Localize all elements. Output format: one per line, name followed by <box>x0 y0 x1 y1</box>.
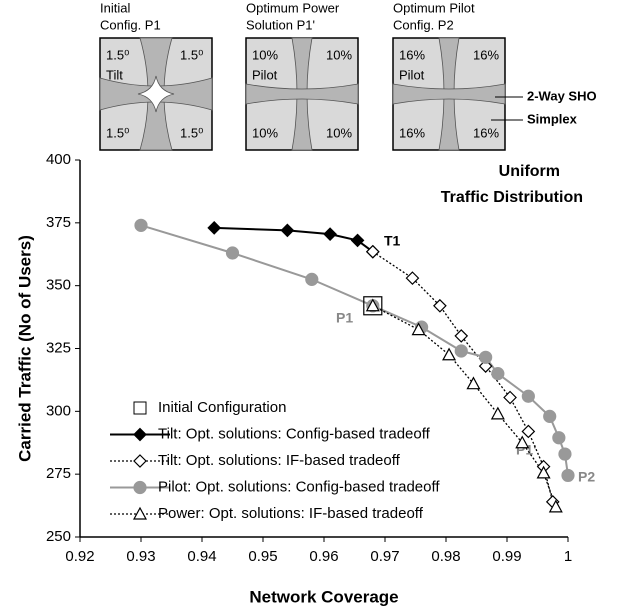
y-tick-label: 275 <box>46 465 71 482</box>
point <box>365 298 380 312</box>
x-tick-label: 0.97 <box>370 548 399 565</box>
inset-region <box>245 83 359 105</box>
x-tick-label: 0.92 <box>65 548 94 565</box>
x-axis-label: Network Coverage <box>249 587 398 606</box>
inset-label: 1.5⁰ <box>106 47 129 62</box>
inset-label: 10% <box>326 47 352 62</box>
point <box>365 244 380 259</box>
point <box>515 435 530 449</box>
inset-legend-label: Simplex <box>527 111 578 126</box>
inset-label: 16% <box>399 125 425 140</box>
annotation: T1 <box>384 233 401 249</box>
inset-title: Config. P2 <box>393 17 454 32</box>
x-tick-label: 0.99 <box>492 548 521 565</box>
point <box>405 271 420 285</box>
point <box>478 359 493 373</box>
point <box>411 322 426 336</box>
x-tick-label: 1 <box>564 548 572 565</box>
annotation: P2 <box>578 469 595 485</box>
point <box>479 350 493 364</box>
point <box>305 272 319 286</box>
point <box>521 389 535 403</box>
legend-marker <box>133 427 147 442</box>
inset-title: Solution P1' <box>246 17 315 32</box>
x-tick-label: 0.96 <box>309 548 338 565</box>
inset-label: 1.5⁰ <box>180 47 203 62</box>
inset-label: 1.5⁰ <box>106 125 129 140</box>
y-tick-label: 325 <box>46 339 71 356</box>
point <box>491 367 505 381</box>
y-tick-label: 375 <box>46 214 71 231</box>
series-line <box>214 226 374 253</box>
inset-label: 1.5⁰ <box>180 125 203 140</box>
initial-point <box>363 296 383 316</box>
legend-marker <box>132 506 148 520</box>
point <box>548 499 563 513</box>
y-tick-label: 300 <box>46 402 71 419</box>
inset-label: 10% <box>252 125 278 140</box>
point <box>543 409 557 423</box>
point <box>503 390 517 405</box>
point <box>521 424 536 439</box>
point <box>225 246 240 260</box>
point <box>280 223 295 238</box>
y-tick-label: 350 <box>46 277 71 294</box>
y-tick-label: 400 <box>46 151 71 168</box>
point <box>552 431 566 445</box>
legend-symbol <box>133 401 147 415</box>
inset-label: Tilt <box>106 67 123 82</box>
annotation: Uniform <box>499 163 560 180</box>
annotation: P1 <box>336 310 353 326</box>
point <box>454 329 469 343</box>
point <box>561 468 575 483</box>
point <box>350 233 365 248</box>
inset-label: 16% <box>473 47 499 62</box>
legend-label: Tilt: Opt. solutions: IF-based tradeoff <box>158 452 401 469</box>
x-tick-label: 0.93 <box>126 548 155 565</box>
inset-title: Optimum Pilot <box>393 0 475 15</box>
point <box>536 465 551 479</box>
x-tick-label: 0.94 <box>187 548 216 565</box>
point <box>558 447 572 461</box>
inset-label: Pilot <box>252 67 278 82</box>
inset-region <box>392 83 506 105</box>
inset-legend-label: 2-Way SHO <box>527 88 597 103</box>
point <box>323 227 337 241</box>
x-tick-label: 0.98 <box>431 548 460 565</box>
inset-center <box>137 75 175 113</box>
inset-label: 16% <box>473 125 499 140</box>
y-tick-label: 250 <box>46 528 71 545</box>
inset-label: 16% <box>399 47 425 62</box>
legend-marker <box>133 454 147 468</box>
point <box>442 347 457 361</box>
legend-label: Power: Opt. solutions: IF-based tradeoff <box>158 505 424 522</box>
legend-label: Tilt: Opt. solutions: Config-based trade… <box>158 425 431 442</box>
point <box>134 218 148 232</box>
legend-label: Initial Configuration <box>158 399 286 416</box>
inset-label: 10% <box>326 125 352 140</box>
point <box>466 376 481 390</box>
inset-title: Config. P1 <box>100 17 161 32</box>
inset-title: Initial <box>100 0 130 15</box>
legend-marker <box>133 480 147 495</box>
point <box>490 406 505 420</box>
point <box>454 344 468 358</box>
inset-label: 10% <box>252 47 278 62</box>
legend-label: Pilot: Opt. solutions: Config-based trad… <box>158 478 440 495</box>
inset-label: Pilot <box>399 67 425 82</box>
inset-title: Optimum Power <box>246 0 340 15</box>
series-line <box>372 251 554 502</box>
y-axis-label: Carried Traffic (No of Users) <box>15 235 34 462</box>
annotation: Traffic Distribution <box>441 189 583 206</box>
point <box>433 298 447 313</box>
x-tick-label: 0.95 <box>248 548 277 565</box>
point <box>207 221 222 235</box>
